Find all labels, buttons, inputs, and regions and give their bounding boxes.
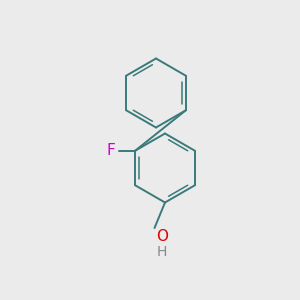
Text: F: F (107, 143, 116, 158)
Text: O: O (156, 229, 168, 244)
Text: H: H (157, 244, 167, 259)
